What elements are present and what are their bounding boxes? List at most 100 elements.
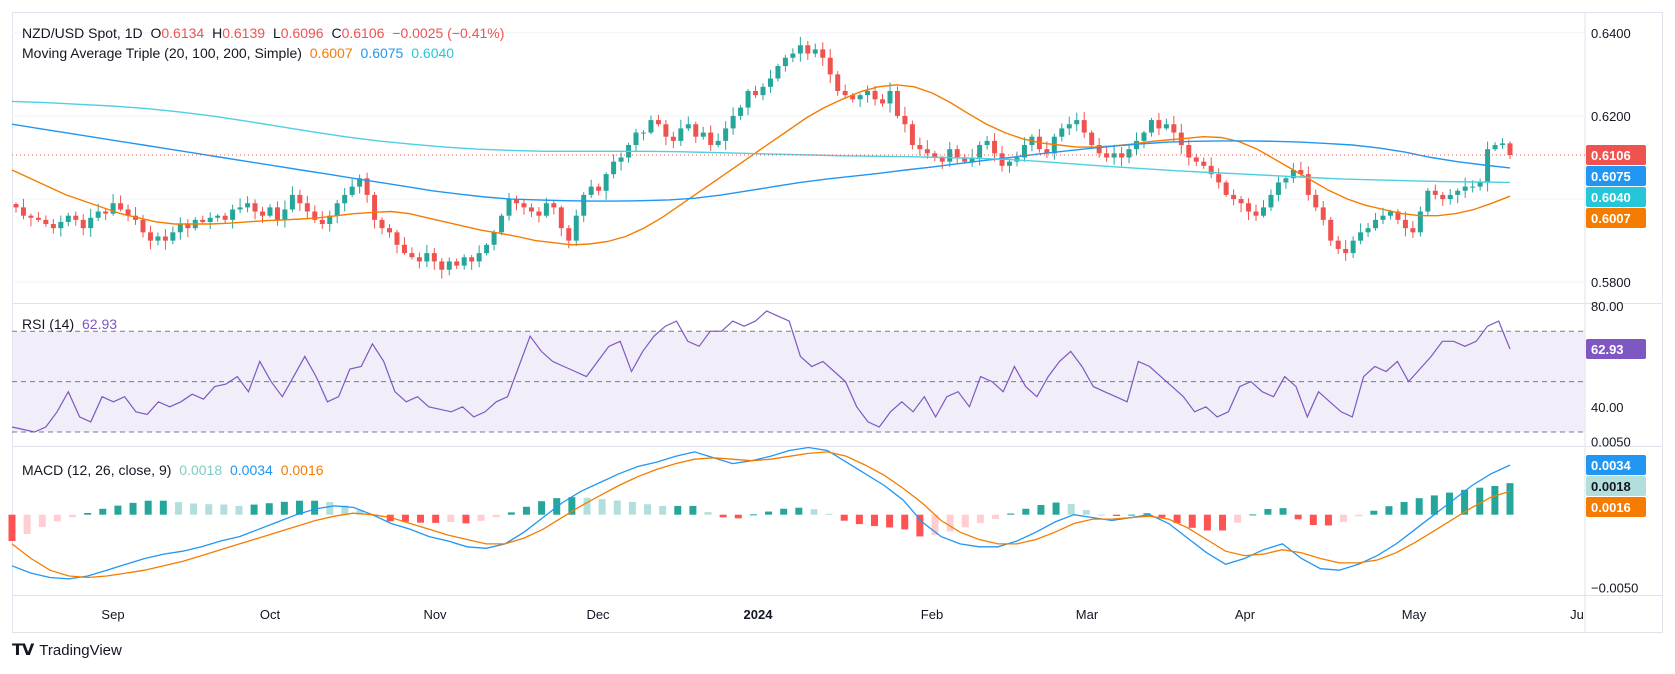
candle-down [387, 228, 392, 233]
candle-up [581, 194, 587, 216]
candle-up [357, 178, 363, 187]
macd-histogram-bar [1128, 514, 1136, 516]
macd-histogram-bar [538, 501, 546, 515]
macd-histogram-bar [734, 514, 742, 519]
macd-badge-label: 0.0016 [1591, 500, 1631, 515]
candle-down [162, 236, 168, 241]
low-label: L [272, 25, 281, 41]
macd-histogram-bar [628, 501, 636, 515]
candle-down [596, 186, 602, 191]
macd-histogram-bar [719, 514, 727, 518]
candle-up [611, 161, 617, 175]
macd-signal-value: 0.0016 [280, 462, 324, 478]
candle-up [1163, 124, 1169, 129]
macd-histogram-bar [356, 510, 364, 515]
candle-down [1507, 143, 1513, 156]
macd-y-tick-label: 0.0050 [1591, 435, 1631, 450]
rsi-value: 62.93 [82, 316, 118, 332]
x-axis-label: Nov [423, 607, 447, 622]
close-value: 0.6106 [341, 25, 385, 41]
candle-down [962, 157, 968, 162]
candle-down [1044, 149, 1050, 154]
rsi-y-tick-label: 40.00 [1591, 400, 1624, 415]
candle-up [678, 128, 684, 141]
macd-histogram-bar [855, 514, 863, 525]
candle-down [932, 153, 938, 158]
candle-up [633, 132, 639, 146]
candle-down [1253, 211, 1259, 216]
macd-badge-label: 0.0034 [1591, 458, 1632, 473]
candle-up [767, 78, 773, 87]
rsi-badge [1586, 339, 1646, 360]
candle-down [1328, 219, 1334, 241]
price-badge-label: 0.6040 [1591, 190, 1631, 205]
candle-up [1365, 228, 1371, 233]
price-badge-label: 0.6106 [1591, 148, 1631, 163]
candle-up [760, 86, 766, 96]
macd-badge [1586, 497, 1646, 518]
candle-down [917, 145, 923, 150]
x-axis-label: Dec [586, 607, 610, 622]
candle-down [850, 95, 856, 100]
macd-line [11, 446, 1511, 580]
candle-down [20, 207, 26, 216]
macd-histogram-bar [159, 500, 167, 515]
candle-up [1373, 219, 1379, 229]
macd-histogram-bar [401, 514, 409, 522]
rsi-label[interactable]: RSI (14) [22, 316, 75, 332]
candle-down [200, 219, 206, 222]
high-value: 0.6139 [222, 25, 266, 41]
macd-histogram-bar [1506, 483, 1514, 515]
candle-up [476, 253, 482, 262]
candle-up [506, 199, 512, 216]
macd-histogram-bar [250, 504, 258, 515]
candle-up [349, 186, 355, 195]
macd-histogram-bar [992, 514, 1000, 519]
macd-histogram-bar [295, 500, 303, 515]
price-badge [1586, 208, 1646, 229]
candle-up [245, 203, 251, 208]
candle-down [1223, 182, 1229, 195]
candle-down [118, 203, 124, 210]
candle-down [431, 253, 437, 262]
candle-down [140, 219, 146, 233]
ma-label[interactable]: Moving Average Triple (20, 100, 200, Sim… [22, 45, 302, 61]
candle-down [73, 215, 79, 220]
symbol-label[interactable]: NZD/USD Spot, 1D [22, 25, 143, 41]
candle-up [88, 217, 94, 229]
macd-histogram-bar [477, 514, 485, 521]
candle-up [984, 140, 990, 146]
macd-histogram-bar [235, 505, 243, 515]
price-badge-label: 0.6075 [1591, 169, 1631, 184]
tradingview-logo[interactable]: 𝗧𝗩 TradingView [12, 640, 122, 660]
macd-histogram-bar [174, 502, 182, 515]
macd-histogram-bar [1143, 513, 1151, 515]
candle-down [80, 219, 86, 229]
candle-up [110, 203, 116, 214]
macd-label[interactable]: MACD (12, 26, close, 9) [22, 462, 172, 478]
candle-up [588, 186, 594, 195]
candle-up [1417, 211, 1423, 233]
macd-histogram-bar [1476, 487, 1484, 515]
macd-histogram-bar [1355, 514, 1363, 517]
candle-up [1074, 120, 1080, 125]
macd-histogram-bar [1370, 510, 1378, 515]
candle-down [28, 215, 34, 218]
macd-histogram-bar [492, 514, 500, 518]
ma100-value: 0.6075 [360, 45, 404, 61]
candle-down [1440, 194, 1446, 200]
candle-down [304, 203, 310, 212]
candle-up [1283, 178, 1289, 183]
macd-histogram-bar [1097, 514, 1105, 516]
candle-down [1305, 174, 1311, 195]
candle-up [491, 232, 497, 245]
macd-histogram-bar [326, 502, 334, 515]
macd-histogram-bar [84, 513, 92, 515]
tv-logo-icon: 𝗧𝗩 [12, 642, 34, 659]
macd-histogram-bar [1037, 505, 1045, 515]
candle-up [230, 209, 236, 220]
macd-histogram-bar [598, 499, 606, 515]
candle-up [1462, 186, 1468, 191]
